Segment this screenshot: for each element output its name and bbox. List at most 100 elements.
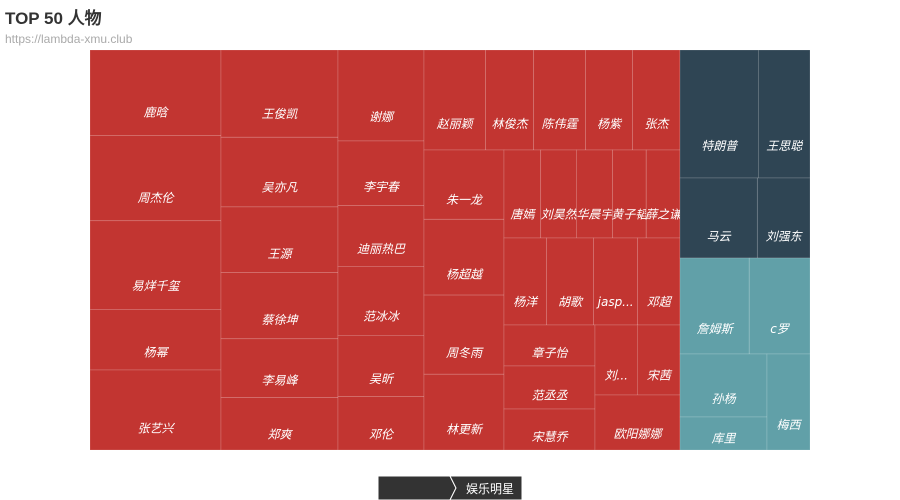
- treemap-cell[interactable]: 杨超越: [423, 218, 505, 296]
- treemap-cell[interactable]: 刘强东: [756, 177, 811, 259]
- treemap-cell-rect[interactable]: [89, 49, 222, 136]
- treemap-cell-rect[interactable]: [337, 266, 425, 336]
- treemap-cell[interactable]: 华晨宇: [576, 149, 614, 239]
- breadcrumb[interactable]: 娱乐明星: [378, 476, 528, 500]
- treemap-cell[interactable]: 库里: [679, 416, 768, 451]
- treemap-cell[interactable]: 谢娜: [337, 49, 425, 142]
- treemap-cell-rect[interactable]: [423, 49, 486, 151]
- treemap-cell-rect[interactable]: [612, 149, 647, 239]
- treemap-cell-rect[interactable]: [89, 369, 222, 451]
- treemap-cell-rect[interactable]: [423, 149, 505, 220]
- treemap-cell[interactable]: 欧阳娜娜: [594, 394, 681, 451]
- treemap-cell[interactable]: 詹姆斯: [679, 257, 750, 355]
- treemap-cell-rect[interactable]: [89, 309, 222, 371]
- treemap-cell[interactable]: jasp...: [593, 237, 638, 326]
- treemap-cell[interactable]: 王源: [220, 206, 339, 273]
- treemap-cell-rect[interactable]: [533, 49, 586, 151]
- treemap-cell[interactable]: 邓超: [637, 237, 681, 326]
- treemap-cell-rect[interactable]: [679, 353, 768, 418]
- treemap-cell-rect[interactable]: [485, 49, 535, 151]
- treemap-cell-rect[interactable]: [337, 335, 425, 397]
- treemap-cell[interactable]: 易烊千玺: [89, 220, 222, 310]
- treemap-cell-rect[interactable]: [89, 135, 222, 222]
- treemap-cell[interactable]: 薛之谦: [645, 149, 683, 239]
- treemap-cell-rect[interactable]: [220, 397, 339, 451]
- breadcrumb-root[interactable]: [378, 476, 457, 500]
- treemap-cell[interactable]: 陈伟霆: [533, 49, 586, 151]
- treemap-cell-rect[interactable]: [679, 177, 758, 259]
- treemap-cell[interactable]: 马云: [679, 177, 758, 259]
- treemap-cell-rect[interactable]: [756, 177, 811, 259]
- treemap-cell-rect[interactable]: [593, 237, 638, 326]
- treemap-cell[interactable]: 刘昊然: [540, 149, 579, 239]
- treemap-cell[interactable]: 周冬雨: [423, 294, 505, 375]
- treemap-cell-rect[interactable]: [632, 49, 681, 151]
- treemap-cell-rect[interactable]: [503, 149, 542, 239]
- treemap-cell-rect[interactable]: [337, 49, 425, 142]
- treemap-cell[interactable]: 郑爽: [220, 397, 339, 451]
- treemap-cell-rect[interactable]: [637, 237, 681, 326]
- treemap-cell-rect[interactable]: [748, 257, 811, 355]
- treemap-cell-rect[interactable]: [594, 394, 681, 451]
- treemap-cell[interactable]: 唐嫣: [503, 149, 542, 239]
- treemap-cell-rect[interactable]: [337, 396, 425, 451]
- treemap-cell-rect[interactable]: [220, 206, 339, 273]
- treemap-cell[interactable]: 邓伦: [337, 396, 425, 451]
- treemap-cell-rect[interactable]: [679, 257, 750, 355]
- treemap-cell[interactable]: 吴亦凡: [220, 136, 339, 208]
- treemap-cell-rect[interactable]: [220, 338, 339, 398]
- treemap-cell[interactable]: c罗: [748, 257, 811, 355]
- treemap-cell[interactable]: 朱一龙: [423, 149, 505, 220]
- treemap-cell[interactable]: 王思聪: [758, 49, 811, 179]
- treemap-cell[interactable]: 李易峰: [220, 338, 339, 398]
- treemap-cell-rect[interactable]: [220, 272, 339, 340]
- treemap-cell-rect[interactable]: [645, 149, 681, 239]
- treemap-cell-rect[interactable]: [679, 49, 759, 179]
- treemap-cell-rect[interactable]: [540, 149, 577, 239]
- treemap-cell-rect[interactable]: [594, 324, 638, 396]
- treemap-cell-rect[interactable]: [337, 204, 425, 267]
- treemap-cell[interactable]: 杨幂: [89, 309, 222, 371]
- treemap-cell-rect[interactable]: [758, 49, 811, 179]
- treemap-cell-rect[interactable]: [423, 373, 505, 451]
- treemap-cell-rect[interactable]: [89, 220, 222, 310]
- treemap-cell[interactable]: 蔡徐坤: [220, 272, 339, 340]
- treemap-cell[interactable]: 宋慧乔: [503, 408, 596, 451]
- treemap-cell-rect[interactable]: [576, 149, 613, 239]
- treemap-cell[interactable]: 吴昕: [337, 335, 425, 397]
- treemap-cell-rect[interactable]: [503, 237, 547, 326]
- treemap-cell[interactable]: 林更新: [423, 373, 505, 451]
- treemap-cell-rect[interactable]: [503, 408, 596, 451]
- treemap-cell[interactable]: 黄子韬: [611, 149, 649, 239]
- treemap-cell[interactable]: 周杰伦: [89, 135, 222, 222]
- treemap-cell[interactable]: 杨紫: [585, 49, 633, 151]
- treemap-cell-rect[interactable]: [637, 324, 681, 396]
- treemap-cell[interactable]: 王俊凯: [220, 49, 339, 138]
- treemap-cell[interactable]: 张杰: [632, 49, 681, 151]
- treemap-cell[interactable]: 李宇春: [337, 140, 425, 206]
- treemap-cell[interactable]: 张艺兴: [89, 369, 222, 451]
- treemap-cell-rect[interactable]: [679, 416, 768, 451]
- treemap-cell-rect[interactable]: [503, 324, 596, 367]
- treemap-cell[interactable]: 林俊杰: [485, 49, 535, 151]
- treemap-cell[interactable]: 宋茜: [637, 324, 681, 396]
- treemap-cell-rect[interactable]: [337, 140, 425, 206]
- treemap-cell-rect[interactable]: [423, 218, 505, 296]
- treemap-cell-rect[interactable]: [220, 49, 339, 138]
- treemap-cell[interactable]: 范冰冰: [337, 266, 425, 336]
- treemap-cell[interactable]: 迪丽热巴: [337, 204, 425, 267]
- treemap-cell[interactable]: 杨洋: [503, 237, 547, 326]
- treemap-cell[interactable]: 特朗普: [679, 49, 759, 179]
- treemap-cell[interactable]: 梅西: [766, 353, 811, 451]
- treemap-cell[interactable]: 赵丽颖: [423, 49, 486, 151]
- treemap-cell[interactable]: 范丞丞: [503, 365, 596, 410]
- treemap-cell[interactable]: 胡歌: [546, 237, 594, 326]
- breadcrumb-current[interactable]: [449, 476, 523, 500]
- treemap-cell-rect[interactable]: [585, 49, 633, 151]
- treemap-cell-rect[interactable]: [546, 237, 594, 326]
- treemap-cell[interactable]: 章子怡: [503, 324, 596, 367]
- treemap-cell[interactable]: 孙杨: [679, 353, 768, 418]
- treemap-cell[interactable]: 鹿晗: [89, 49, 222, 136]
- treemap-cell-rect[interactable]: [766, 353, 811, 451]
- treemap-cell-rect[interactable]: [423, 294, 505, 375]
